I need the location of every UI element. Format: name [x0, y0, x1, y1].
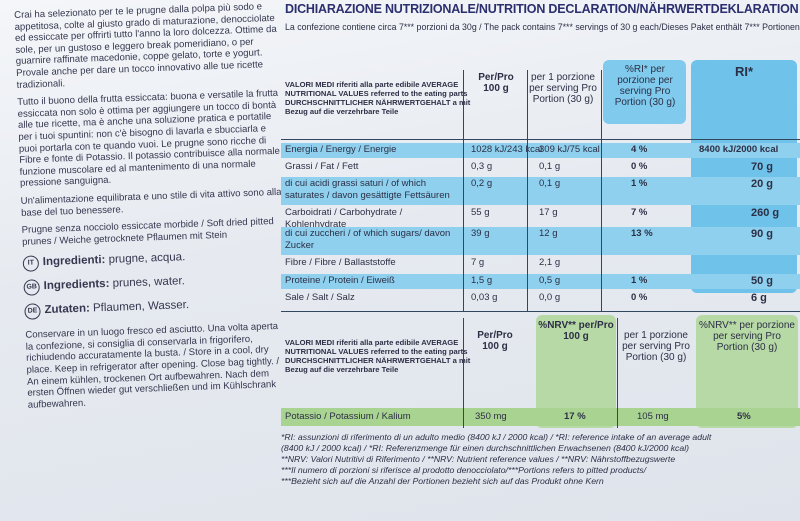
divider-3: [601, 70, 602, 312]
serving-value: 309 kJ/75 kcal: [539, 144, 600, 155]
ri-value: 260 g: [751, 207, 780, 219]
ri-value: 6 g: [751, 292, 767, 304]
col-serving-header: per 1 porzione per serving Pro Portion (…: [529, 72, 597, 105]
nutrition-row: Energia / Energy / Energie 1028 kJ/243 kc…: [281, 143, 800, 158]
nutrient-label: di cui acidi grassi saturi / of which sa…: [285, 178, 450, 201]
nutrition-title: DICHIARAZIONE NUTRIZIONALE/NUTRITION DEC…: [285, 2, 799, 16]
divider-5: [617, 318, 618, 428]
col-per100-header: Per/Pro 100 g: [478, 72, 514, 94]
footnote-3: **NRV: Valori Nutritivi di Riferimento /…: [281, 454, 676, 464]
divider-2: [527, 70, 528, 312]
per100-value: 0,03 g: [471, 292, 498, 303]
nutrition-row: di cui zuccheri / of which sugars/ davon…: [281, 227, 800, 255]
nutrition-row: Carboidrati / Carbohydrate / Kohlenhydra…: [281, 206, 800, 230]
product-name: Prugne senza nocciolo essiccate morbide …: [21, 216, 274, 248]
nutrition-panel: DICHIARAZIONE NUTRIZIONALE/NUTRITION DEC…: [281, 0, 800, 521]
divider-4: [463, 318, 464, 428]
col-ri-header: RI*: [734, 64, 754, 79]
storage-text: Conservare in un luogo fresco ed asciutt…: [25, 321, 280, 411]
pct-ri-value: 0 %: [631, 161, 648, 172]
footnote-4: ***Il numero di porzioni si riferisce al…: [281, 465, 647, 475]
ingredients-de: DE Zutaten: Pflaumen, Wasser.: [24, 295, 286, 321]
nutrient-label: Energia / Energy / Energie: [285, 144, 397, 155]
potassium-nrvserving: 5%: [737, 411, 751, 422]
ingredients-en-value: prunes, water.: [112, 275, 186, 291]
footnotes: *RI: assunzioni di riferimento di un adu…: [281, 432, 800, 487]
potassium-per100: 350 mg: [475, 411, 507, 422]
table-header-label: VALORI MEDI riferiti alla parte edibile …: [285, 80, 471, 116]
pct-ri-value: 13 %: [631, 228, 653, 239]
pct-ri-header-highlight: [603, 60, 686, 124]
serving-value: 2,1 g: [539, 257, 561, 268]
ingredients-it: IT Ingredienti: prugne, acqua.: [22, 247, 285, 273]
potassium-serving: 105 mg: [637, 411, 669, 422]
serving-value: 12 g: [539, 228, 558, 239]
col-pct-ri-header: %RI* per porzione per serving Pro Portio…: [614, 64, 676, 108]
nutrition-row: Proteine / Protein / Eiweiß 1,5 g 0,5 g 1 %…: [281, 274, 800, 289]
ingredients-it-label: Ingredienti:: [42, 254, 106, 269]
lifestyle-text: Un'alimentazione equilibrata e uno stile…: [20, 186, 282, 219]
description-panel: Crai ha selezionato per te le prugne dal…: [14, 1, 290, 417]
dried-fruit-text: Tutto il buono della frutta essiccata: b…: [17, 87, 281, 190]
footnote-5: ***Bezieht sich auf die Anzahl der Porti…: [281, 476, 604, 486]
servings-info: La confezione contiene circa 7*** porzio…: [285, 22, 800, 32]
nutrition-row: Fibre / Fibre / Ballaststoffe 7 g 2,1 g: [281, 256, 800, 271]
flag-it-icon: IT: [22, 255, 40, 273]
nutrition-row: Grassi / Fat / Fett 0,3 g 0,1 g 0 % 70 g: [281, 160, 800, 175]
per100-value: 1,5 g: [471, 275, 493, 286]
t2-col-nrv100-header: %NRV** per/Pro 100 g: [538, 320, 614, 342]
per100-value: 55 g: [471, 207, 490, 218]
serving-value: 0,1 g: [539, 178, 561, 189]
footnote-1: *RI: assunzioni di riferimento di un adu…: [281, 432, 712, 442]
flag-gb-icon: GB: [23, 279, 40, 297]
footnote-2: (8400 kJ / 2000 kcal) / *RI: Referenzmen…: [281, 443, 690, 453]
per100-value: 39 g: [471, 228, 490, 239]
table2-header-label: VALORI MEDI riferiti alla parte edibile …: [285, 338, 471, 374]
divider-1: [463, 70, 464, 312]
ri-value: 8400 kJ/2000 kcal: [699, 144, 779, 155]
nutrient-label: Grassi / Fat / Fett: [285, 161, 359, 172]
t2-col-per100-header: Per/Pro 100 g: [477, 330, 513, 352]
potassium-row: Potassio / Potassium / Kalium 350 mg 17 …: [281, 410, 800, 425]
per100-value: 1028 kJ/243 kcal: [471, 144, 543, 155]
ri-value: 50 g: [751, 275, 774, 287]
per100-value: 0,2 g: [471, 178, 493, 189]
serving-value: 0,1 g: [539, 161, 561, 172]
pct-ri-value: 1 %: [631, 275, 648, 286]
potassium-label: Potassio / Potassium / Kalium: [285, 411, 411, 422]
t2-col-serving-header: per 1 porzione per serving Pro Portion (…: [622, 330, 690, 363]
ri-value: 90 g: [751, 228, 774, 240]
nutrient-label: Carboidrati / Carbohydrate / Kohlenhydra…: [285, 207, 403, 230]
ri-value: 20 g: [751, 178, 774, 190]
ingredients-en: GB Ingredients: prunes, water.: [23, 271, 285, 297]
ingredients-it-value: prugne, acqua.: [108, 251, 186, 267]
pct-ri-value: 7 %: [631, 207, 648, 218]
nutrient-label: Proteine / Protein / Eiweiß: [285, 275, 395, 286]
ingredients-en-label: Ingredients:: [43, 278, 110, 293]
pct-ri-value: 4 %: [631, 144, 648, 155]
nutrition-row: di cui acidi grassi saturi / of which sa…: [281, 177, 800, 205]
nutrient-label: Sale / Salt / Salz: [285, 292, 355, 303]
pct-ri-value: 1 %: [631, 178, 648, 189]
header-divider: [281, 139, 800, 140]
serving-value: 17 g: [539, 207, 558, 218]
ingredients-de-value: Pflaumen, Wasser.: [92, 299, 190, 315]
potassium-row-highlight: [281, 408, 800, 426]
serving-value: 0,0 g: [539, 292, 561, 303]
ingredients-de-label: Zutaten:: [44, 303, 91, 317]
per100-value: 0,3 g: [471, 161, 493, 172]
nutrient-label: di cui zuccheri / of which sugars/ davon…: [285, 228, 451, 251]
intro-text: Crai ha selezionato per te le prugne dal…: [14, 1, 277, 91]
flag-de-icon: DE: [24, 303, 41, 321]
nutrient-label: Fibre / Fibre / Ballaststoffe: [285, 257, 396, 268]
nutrition-row: Sale / Salt / Salz 0,03 g 0,0 g 0 % 6 g: [281, 291, 800, 306]
per100-value: 7 g: [471, 257, 485, 268]
table-divider: [281, 311, 800, 312]
serving-value: 0,5 g: [539, 275, 561, 286]
t2-col-nrvserving-header: %NRV** per porzione per serving Pro Port…: [699, 320, 795, 353]
pct-ri-value: 0 %: [631, 292, 648, 303]
potassium-nrv100: 17 %: [564, 411, 586, 422]
ri-value: 70 g: [751, 161, 774, 173]
